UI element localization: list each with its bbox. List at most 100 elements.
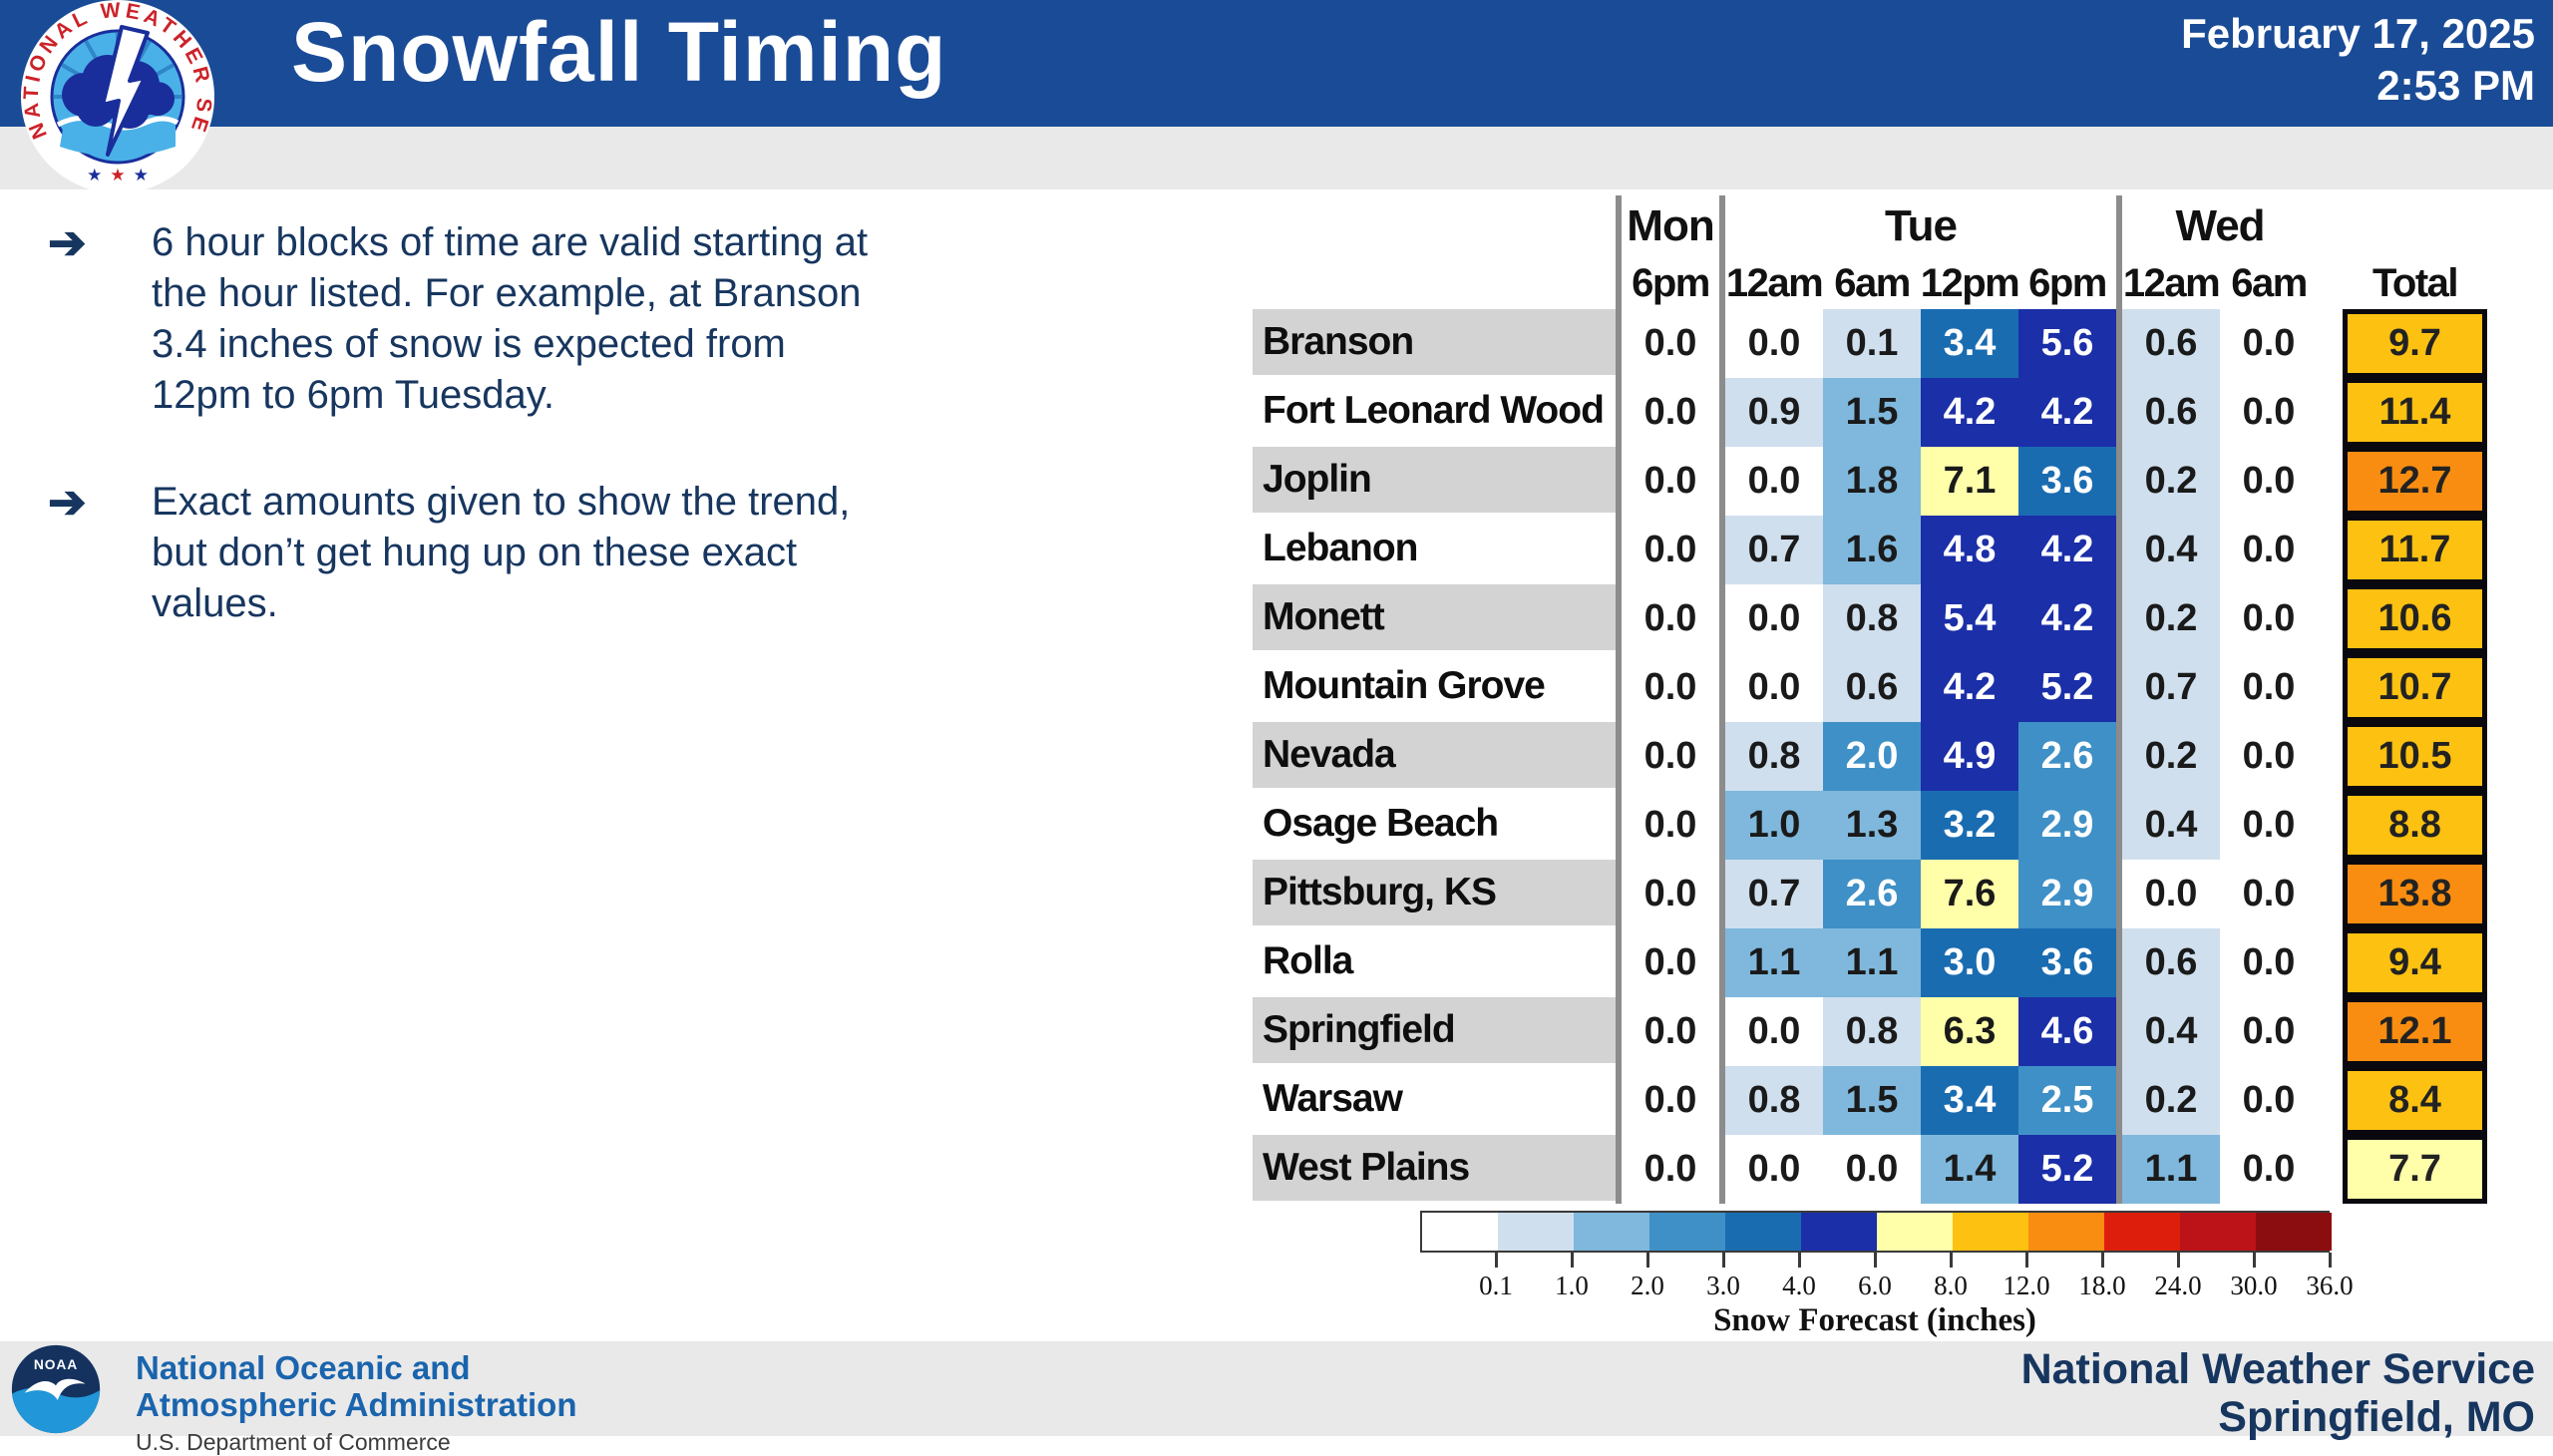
group-separator bbox=[2116, 791, 2122, 860]
snow-value-cell: 0.6 bbox=[2122, 928, 2220, 997]
snow-value-cell: 0.1 bbox=[1823, 309, 1921, 378]
colorbar-tick bbox=[1798, 1253, 1801, 1268]
nws-office-line: National Weather Service bbox=[2020, 1345, 2535, 1393]
snow-value-cell: 1.8 bbox=[1823, 447, 1921, 516]
snow-value-cell: 0.6 bbox=[2122, 309, 2220, 378]
snow-value-cell: 0.0 bbox=[1622, 378, 1719, 447]
snow-value-cell: 5.2 bbox=[2018, 1135, 2116, 1204]
snow-value-cell: 0.0 bbox=[1622, 722, 1719, 791]
arrow-bullet-icon: ➔ bbox=[48, 476, 87, 528]
colorbar-swatch bbox=[2180, 1213, 2256, 1251]
colorbar-swatch bbox=[1953, 1213, 2028, 1251]
snow-value-cell: 4.2 bbox=[1921, 378, 2018, 447]
group-separator bbox=[1616, 309, 1622, 378]
snow-value-cell: 2.9 bbox=[2018, 860, 2116, 928]
snow-value-cell: 0.9 bbox=[1725, 378, 1823, 447]
snow-value-cell: 0.8 bbox=[1725, 1066, 1823, 1135]
nws-office-line: Springfield, MO bbox=[2218, 1393, 2535, 1441]
header-bar: Snowfall Timing February 17, 2025 2:53 P… bbox=[0, 0, 2553, 127]
time-text: 2:53 PM bbox=[2376, 62, 2535, 109]
colorbar-tick bbox=[1950, 1253, 1953, 1268]
snow-value-cell: 0.0 bbox=[2220, 1066, 2318, 1135]
group-separator bbox=[2116, 1135, 2122, 1204]
snow-value-cell: 0.2 bbox=[2122, 722, 2220, 791]
group-separator bbox=[1616, 653, 1622, 722]
row-label: Nevada bbox=[1253, 722, 1616, 791]
total-cell: 11.4 bbox=[2343, 378, 2487, 447]
column-gap bbox=[2318, 309, 2343, 378]
snow-value-cell: 0.0 bbox=[1622, 928, 1719, 997]
total-cell: 10.5 bbox=[2343, 722, 2487, 791]
column-gap bbox=[2318, 997, 2343, 1066]
colorbar-swatch bbox=[2028, 1213, 2104, 1251]
group-separator bbox=[1616, 378, 1622, 447]
spacer bbox=[1253, 257, 1616, 309]
note-text: Exact amounts given to show the trend, b… bbox=[152, 480, 851, 625]
colorbar-tick-label: 2.0 bbox=[1631, 1271, 1664, 1300]
snow-value-cell: 0.0 bbox=[1725, 1135, 1823, 1204]
time-header: 12am bbox=[1725, 260, 1824, 305]
colorbar-swatch bbox=[1422, 1213, 1498, 1251]
snow-value-cell: 0.0 bbox=[2220, 722, 2318, 791]
snow-color-legend: Snow Forecast (inches) 0.1 1.0 2.0 3.0 4.0 6.… bbox=[1420, 1211, 2354, 1340]
page-title: Snowfall Timing bbox=[291, 5, 947, 99]
group-separator bbox=[1616, 584, 1622, 653]
snow-value-cell: 0.2 bbox=[2122, 447, 2220, 516]
row-label: Mountain Grove bbox=[1253, 653, 1616, 722]
snow-value-cell: 4.9 bbox=[1921, 722, 2018, 791]
snow-value-cell: 0.4 bbox=[2122, 516, 2220, 584]
snow-value-cell: 0.0 bbox=[2220, 997, 2318, 1066]
group-separator bbox=[2116, 584, 2122, 653]
snow-value-cell: 1.1 bbox=[2122, 1135, 2220, 1204]
date-time: February 17, 2025 2:53 PM bbox=[2181, 8, 2535, 112]
snow-value-cell: 1.3 bbox=[1823, 791, 1921, 860]
group-separator bbox=[2116, 722, 2122, 791]
arrow-bullet-icon: ➔ bbox=[48, 216, 87, 268]
snow-value-cell: 0.7 bbox=[1725, 860, 1823, 928]
snow-value-cell: 1.6 bbox=[1823, 516, 1921, 584]
colorbar-tick bbox=[2177, 1253, 2180, 1268]
group-separator bbox=[1719, 928, 1725, 997]
noaa-line: Atmospheric Administration bbox=[136, 1386, 577, 1423]
snow-value-cell: 0.0 bbox=[1725, 309, 1823, 378]
snow-value-cell: 0.0 bbox=[2220, 447, 2318, 516]
group-separator bbox=[2116, 309, 2122, 378]
group-separator bbox=[1719, 722, 1725, 791]
corner-spacer bbox=[1253, 195, 1616, 257]
snow-value-cell: 3.6 bbox=[2018, 447, 2116, 516]
group-separator bbox=[1719, 653, 1725, 722]
total-cell: 13.8 bbox=[2343, 860, 2487, 928]
group-separator bbox=[1719, 791, 1725, 860]
colorbar-tick-label: 4.0 bbox=[1782, 1271, 1816, 1300]
header-gray-band bbox=[0, 127, 2553, 189]
group-separator bbox=[2116, 653, 2122, 722]
column-gap bbox=[2318, 722, 2343, 791]
colorbar bbox=[1420, 1211, 2332, 1253]
time-header: 6pm bbox=[1632, 260, 1710, 305]
row-label: Joplin bbox=[1253, 447, 1616, 516]
snow-value-cell: 2.5 bbox=[2018, 1066, 2116, 1135]
list-item: ➔ Exact amounts given to show the trend,… bbox=[0, 477, 1077, 629]
group-separator bbox=[1719, 1066, 1725, 1135]
column-gap bbox=[2318, 447, 2343, 516]
row-label: Lebanon bbox=[1253, 516, 1616, 584]
snow-value-cell: 0.0 bbox=[2220, 653, 2318, 722]
column-gap bbox=[2318, 195, 2343, 257]
time-header: 6am bbox=[2231, 260, 2308, 305]
snow-value-cell: 4.2 bbox=[2018, 378, 2116, 447]
snow-value-cell: 0.0 bbox=[1622, 447, 1719, 516]
snow-value-cell: 7.1 bbox=[1921, 447, 2018, 516]
colorbar-swatch bbox=[1725, 1213, 1801, 1251]
group-separator bbox=[1719, 309, 1725, 378]
snow-value-cell: 0.8 bbox=[1823, 997, 1921, 1066]
snow-value-cell: 0.0 bbox=[2220, 791, 2318, 860]
snow-value-cell: 0.0 bbox=[2220, 1135, 2318, 1204]
snow-value-cell: 0.6 bbox=[1823, 653, 1921, 722]
snow-value-cell: 1.0 bbox=[1725, 791, 1823, 860]
snow-value-cell: 4.2 bbox=[2018, 584, 2116, 653]
column-gap bbox=[2318, 1135, 2343, 1204]
group-separator bbox=[1616, 860, 1622, 928]
snow-value-cell: 2.6 bbox=[1823, 860, 1921, 928]
list-item: ➔ 6 hour blocks of time are valid starti… bbox=[0, 217, 1077, 421]
